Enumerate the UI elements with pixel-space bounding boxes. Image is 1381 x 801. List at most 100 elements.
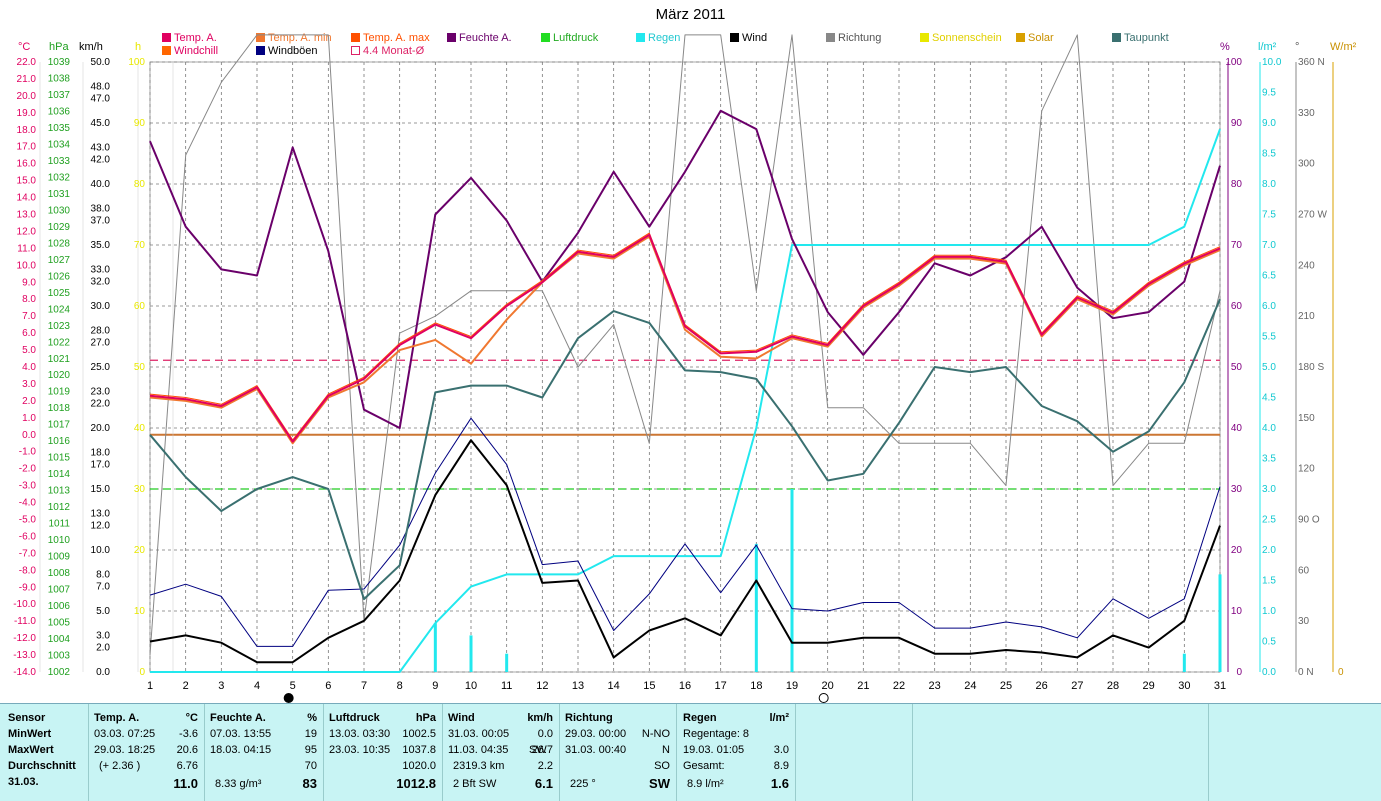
moon-new-icon [283,693,294,703]
temp-tick-label: -11.0 [14,616,36,627]
rain-tick-label: 2.5 [1262,515,1276,526]
x-tick-label: 2 [183,680,189,692]
rain-tick-label: 10.0 [1262,57,1282,68]
sunshine-tick-label: 100 [128,57,145,68]
panel-row-max-label: MaxWert [8,744,54,756]
x-tick-label: 24 [964,680,976,692]
panel-col-sensor: Sensor MinWert MaxWert Durchschnitt 31.0… [0,704,89,801]
temp-tick-label: -5.0 [19,515,37,526]
humidity-tick-label: 0 [1236,667,1242,678]
wind-tick-label: 22.0 [91,399,111,410]
temp-tick-label: -7.0 [19,548,37,559]
temp-tick-label: 16.0 [17,159,37,170]
pressure-tick-label: 1016 [48,436,71,447]
panel-row-avg-label: Durchschnitt [8,760,76,772]
pressure-tick-label: 1013 [48,486,71,497]
panel-wind-min-time: 31.03. 00:05 [448,728,510,740]
pressure-tick-label: 1012 [48,502,71,513]
wind-tick-label: 7.0 [96,582,110,593]
wind-tick-label: 30.0 [91,301,111,312]
x-tick-label: 4 [254,680,260,692]
legend-label: Sonnenschein [932,32,1002,44]
panel-col-direction: Richtung 29.03. 00:00 N-NO 31.03. 00:40 … [560,704,677,801]
x-tick-label: 3 [218,680,224,692]
sunshine-tick-label: 50 [134,362,146,373]
rain-tick-label: 1.0 [1262,606,1276,617]
temp-tick-label: -1.0 [19,447,37,458]
panel-temp-unit: °C [185,712,198,724]
panel-dir-min-time: 29.03. 00:00 [565,728,627,740]
legend-swatch [730,33,739,42]
panel-temp-header: Temp. A. [94,712,140,724]
x-tick-label: 23 [929,680,941,692]
panel-dir-avg-value: SO [654,760,670,772]
pressure-tick-label: 1021 [48,354,71,365]
axis-label-temp: °C [18,41,30,53]
wind-tick-label: 5.0 [96,606,110,617]
temp-tick-label: -8.0 [19,565,37,576]
panel-pres-min-time: 13.03. 03:30 [329,728,391,740]
wind-tick-label: 13.0 [91,508,111,519]
legend-label: Richtung [838,32,882,44]
legend-swatch [826,33,835,42]
legend-label: 4.4 Monat-Ø [363,45,425,57]
pressure-tick-label: 1018 [48,403,71,414]
temp-tick-label: 15.0 [17,176,37,187]
pressure-tick-label: 1031 [48,189,71,200]
humidity-tick-label: 40 [1231,423,1243,434]
direction-tick-label: 360 N [1298,57,1325,68]
temp-tick-label: 11.0 [17,243,36,254]
legend-item-13: 4.4 Monat-Ø [351,45,424,57]
humidity-tick-label: 50 [1231,362,1243,373]
series-humidity [149,109,1221,429]
panel-col-empty-1 [796,704,913,801]
axis-label-pressure: hPa [49,41,69,53]
direction-tick-label: 210 [1298,311,1315,322]
legend-label: Regen [648,32,681,44]
pressure-tick-label: 1034 [48,139,71,150]
panel-pres-today: 1012.8 [396,776,436,791]
legend-label: Solar [1028,32,1054,44]
temp-tick-label: -13.0 [13,650,36,661]
axis-label-sunshine: h [135,41,141,53]
panel-temp-avg-value: 6.76 [176,760,198,772]
temp-tick-label: -3.0 [19,481,37,492]
panel-wind-today: 6.1 [534,776,553,791]
legend-item-8: Sonnenschein [920,32,1002,44]
panel-wind-max-dir: SW [529,744,547,756]
humidity-tick-label: 80 [1231,179,1243,190]
stats-panel: Sensor MinWert MaxWert Durchschnitt 31.0… [0,703,1381,801]
rain-tick-label: 3.5 [1262,454,1276,465]
x-tick-label: 26 [1036,680,1048,692]
panel-rain-header: Regen [683,712,717,724]
pressure-tick-label: 1007 [48,585,71,596]
temp-tick-label: 21.0 [17,74,37,85]
axis-label-rain: l/m² [1258,41,1277,53]
panel-rain-days: Regentage: 8 [683,728,750,740]
panel-rain-sum: 8.9 l/m² [687,778,724,790]
legend-swatch [1112,33,1121,42]
pressure-tick-label: 1029 [48,222,71,233]
panel-col-rain: Regen l/m² Regentage: 8 19.03. 01:05 3.0… [677,704,796,801]
panel-hum-max-time: 18.03. 04:15 [210,744,272,756]
pressure-tick-label: 1011 [48,519,70,530]
x-tick-label: 1 [147,680,153,692]
legend-swatch [162,46,171,55]
panel-rain-total-value: 8.9 [773,760,789,772]
temp-tick-label: 20.0 [17,91,37,102]
x-tick-label: 16 [679,680,691,692]
rain-tick-label: 4.0 [1262,423,1276,434]
wind-tick-label: 25.0 [91,362,111,373]
direction-tick-label: 120 [1298,464,1315,475]
legend-item-10: Taupunkt [1112,32,1169,44]
rain-tick-label: 1.5 [1262,576,1276,587]
temp-tick-label: 13.0 [17,210,37,221]
axis-label-wind: km/h [79,41,103,53]
pressure-tick-label: 1008 [48,568,71,579]
x-tick-label: 7 [361,680,367,692]
direction-tick-label: 270 W [1298,210,1327,221]
direction-tick-label: 180 S [1298,362,1324,373]
wind-tick-label: 35.0 [91,240,111,251]
panel-rain-today: 1.6 [770,776,789,791]
pressure-tick-label: 1030 [48,205,71,216]
